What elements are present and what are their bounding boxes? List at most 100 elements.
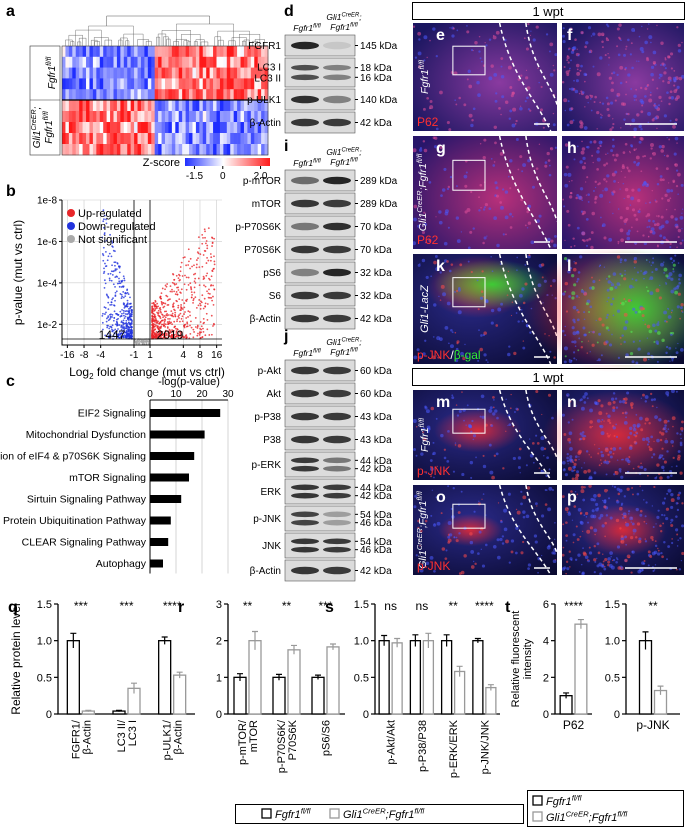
speckle (447, 535, 451, 539)
heatmap-cell (165, 89, 169, 101)
speckle (499, 537, 503, 542)
volcano-point (153, 326, 156, 328)
speckle (554, 234, 557, 238)
speckle (637, 161, 640, 165)
speckle (636, 60, 638, 62)
heatmap-cell (140, 46, 145, 58)
speckle (654, 116, 658, 120)
speckle (601, 418, 604, 421)
speckle (509, 85, 513, 89)
speckle (672, 270, 675, 273)
speckle (658, 456, 662, 460)
speckle (628, 463, 630, 465)
heatmap-cell (240, 100, 245, 112)
speckle (508, 561, 511, 564)
speckle (655, 523, 657, 525)
volcano-point (139, 340, 142, 343)
blot-band (323, 435, 351, 444)
volcano-point (160, 297, 163, 300)
blot-band (323, 41, 351, 50)
volcano-point (206, 247, 209, 250)
speckle (619, 65, 624, 70)
speckle (625, 206, 630, 210)
speckle (676, 533, 679, 536)
heatmap-cell (264, 67, 269, 79)
speckle (465, 424, 467, 426)
volcano-point (110, 240, 113, 242)
speckle (499, 201, 503, 204)
speckle (440, 433, 444, 438)
heatmap-cell (182, 46, 186, 58)
heatmap-cell (144, 122, 149, 134)
time-header: 1 wpt (532, 370, 563, 385)
speckle (449, 269, 452, 273)
speckle (470, 270, 473, 274)
speckle (660, 551, 663, 555)
speckle (670, 311, 673, 314)
speckle (522, 163, 527, 167)
genotype-part: fl/fl (414, 807, 424, 816)
category-label: EIF2 Signaling (78, 408, 146, 420)
bar (485, 686, 497, 715)
legend-label: Not significant (78, 234, 147, 246)
speckle (667, 419, 670, 423)
speckle (636, 113, 640, 117)
speckle (679, 241, 683, 245)
volcano-point (166, 326, 169, 328)
speckle (616, 45, 619, 48)
speckle (413, 355, 418, 360)
heatmap-cell (175, 46, 180, 58)
speckle (638, 60, 640, 62)
heatmap-cell (147, 56, 152, 68)
speckle (588, 484, 592, 488)
volcano-point (194, 296, 197, 299)
volcano-point (111, 328, 113, 331)
volcano-point (167, 333, 170, 336)
speckle (577, 507, 582, 512)
volcano-point (107, 273, 110, 275)
error-bar (85, 709, 92, 712)
volcano-point (119, 310, 122, 313)
speckle (552, 559, 557, 564)
speckle (456, 239, 461, 243)
category-label: CLEAR Signaling Pathway (22, 537, 147, 549)
speckle (675, 347, 677, 349)
volcano-point (157, 309, 160, 312)
speckle (672, 456, 675, 460)
volcano-point (189, 267, 191, 270)
genotype-part: fl/fl (617, 810, 627, 819)
heatmap-cell (182, 78, 186, 90)
speckle (624, 535, 628, 539)
speckle (493, 216, 498, 220)
speckle (637, 210, 639, 213)
genotype-part: CreER (415, 190, 424, 213)
speckle (622, 151, 626, 154)
volcano-point (177, 289, 180, 291)
volcano-point (192, 297, 195, 300)
heatmap-cell (175, 144, 180, 156)
speckle (617, 53, 621, 57)
speckle (624, 187, 629, 192)
speckle (604, 521, 608, 525)
speckle (671, 359, 674, 362)
speckle (580, 150, 585, 155)
speckle (591, 211, 596, 216)
heatmap-cell (192, 144, 197, 156)
speckle (583, 486, 586, 489)
speckle (621, 411, 625, 415)
speckle (433, 569, 436, 573)
speckle (468, 424, 472, 429)
volcano-point (213, 237, 216, 240)
heatmap-cell (144, 46, 149, 58)
heatmap-cell (130, 133, 135, 145)
heatmap-cell (237, 67, 241, 79)
volcano-point (103, 279, 106, 282)
speckle (483, 206, 486, 209)
speckle (571, 459, 573, 462)
volcano-point (129, 307, 132, 310)
kda-label: 44 kDa (360, 483, 392, 494)
blot-band (323, 291, 351, 300)
heatmap-cell (103, 111, 107, 123)
bar (326, 646, 340, 715)
speckle (417, 519, 421, 523)
